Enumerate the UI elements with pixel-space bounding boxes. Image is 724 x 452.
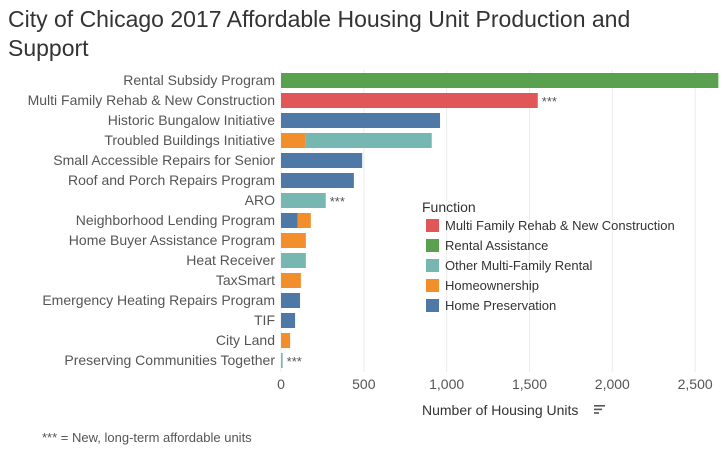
legend-swatch bbox=[426, 279, 439, 292]
bar-segment[interactable] bbox=[297, 213, 311, 228]
category-label: TIF bbox=[254, 312, 275, 328]
legend-swatch bbox=[426, 239, 439, 252]
x-axis-title-group[interactable]: Number of Housing Units bbox=[422, 402, 605, 418]
annotation-label: *** bbox=[330, 194, 345, 209]
sort-icon[interactable] bbox=[594, 405, 605, 414]
category-label: Troubled Buildings Initiative bbox=[104, 132, 275, 148]
category-label: Emergency Heating Repairs Program bbox=[42, 292, 275, 308]
bar-segment[interactable] bbox=[281, 333, 291, 348]
annotations: *** *** *** bbox=[287, 94, 557, 369]
annotation-label: *** bbox=[287, 354, 302, 369]
bar-segment[interactable] bbox=[281, 193, 326, 208]
bar-segment[interactable] bbox=[281, 73, 719, 88]
category-label: Heat Receiver bbox=[186, 252, 275, 268]
category-label: City Land bbox=[216, 332, 275, 348]
bar-segment[interactable] bbox=[281, 153, 363, 168]
category-label: Multi Family Rehab & New Construction bbox=[28, 92, 275, 108]
category-label: TaxSmart bbox=[216, 272, 275, 288]
x-tick-label: 2,000 bbox=[595, 376, 630, 392]
legend-swatch bbox=[426, 219, 439, 232]
category-label: Neighborhood Lending Program bbox=[76, 212, 275, 228]
legend-label: Rental Assistance bbox=[445, 238, 548, 253]
legend: Function Multi Family Rehab & New Constr… bbox=[422, 199, 675, 313]
category-label: Roof and Porch Repairs Program bbox=[68, 172, 275, 188]
bars bbox=[281, 73, 719, 368]
bar-segment[interactable] bbox=[281, 113, 441, 128]
chart-title: City of Chicago 2017 Affordable Housing … bbox=[8, 6, 631, 61]
bar-segment[interactable] bbox=[281, 313, 296, 328]
bar-segment[interactable] bbox=[281, 293, 301, 308]
bar-segment[interactable] bbox=[281, 353, 283, 368]
bar-segment[interactable] bbox=[281, 273, 301, 288]
category-label: Small Accessible Repairs for Senior bbox=[53, 152, 275, 168]
x-tick-label: 1,500 bbox=[512, 376, 547, 392]
category-label: Rental Subsidy Program bbox=[123, 72, 275, 88]
category-label: Home Buyer Assistance Program bbox=[69, 232, 275, 248]
category-label: Preserving Communities Together bbox=[64, 352, 275, 368]
annotation-label: *** bbox=[542, 94, 557, 109]
legend-title: Function bbox=[422, 199, 476, 215]
category-label: ARO bbox=[245, 192, 275, 208]
bar-segment[interactable] bbox=[281, 133, 306, 148]
bar-segment[interactable] bbox=[281, 173, 354, 188]
bar-segment[interactable] bbox=[305, 133, 432, 148]
x-tick-label: 500 bbox=[352, 376, 376, 392]
bar-segment[interactable] bbox=[281, 233, 306, 248]
legend-label: Homeownership bbox=[445, 278, 539, 293]
x-tick-label: 0 bbox=[277, 376, 285, 392]
footnote: *** = New, long-term affordable units bbox=[42, 430, 252, 445]
legend-swatch bbox=[426, 259, 439, 272]
x-axis-title: Number of Housing Units bbox=[422, 402, 578, 418]
bar-segment[interactable] bbox=[281, 93, 538, 108]
x-tick-label: 2,500 bbox=[678, 376, 713, 392]
legend-label: Multi Family Rehab & New Construction bbox=[445, 218, 675, 233]
bar-segment[interactable] bbox=[281, 253, 306, 268]
legend-label: Other Multi-Family Rental bbox=[445, 258, 592, 273]
legend-swatch bbox=[426, 299, 439, 312]
category-labels: Rental Subsidy Program Multi Family Rehab… bbox=[28, 72, 276, 368]
x-axis-ticks: 0 500 1,000 1,500 2,000 2,500 bbox=[277, 376, 713, 392]
x-tick-label: 1,000 bbox=[429, 376, 464, 392]
legend-label: Home Preservation bbox=[445, 298, 556, 313]
category-label: Historic Bungalow Initiative bbox=[108, 112, 276, 128]
bar-chart: Rental Subsidy Program Multi Family Rehab… bbox=[28, 70, 719, 418]
bar-segment[interactable] bbox=[281, 213, 298, 228]
